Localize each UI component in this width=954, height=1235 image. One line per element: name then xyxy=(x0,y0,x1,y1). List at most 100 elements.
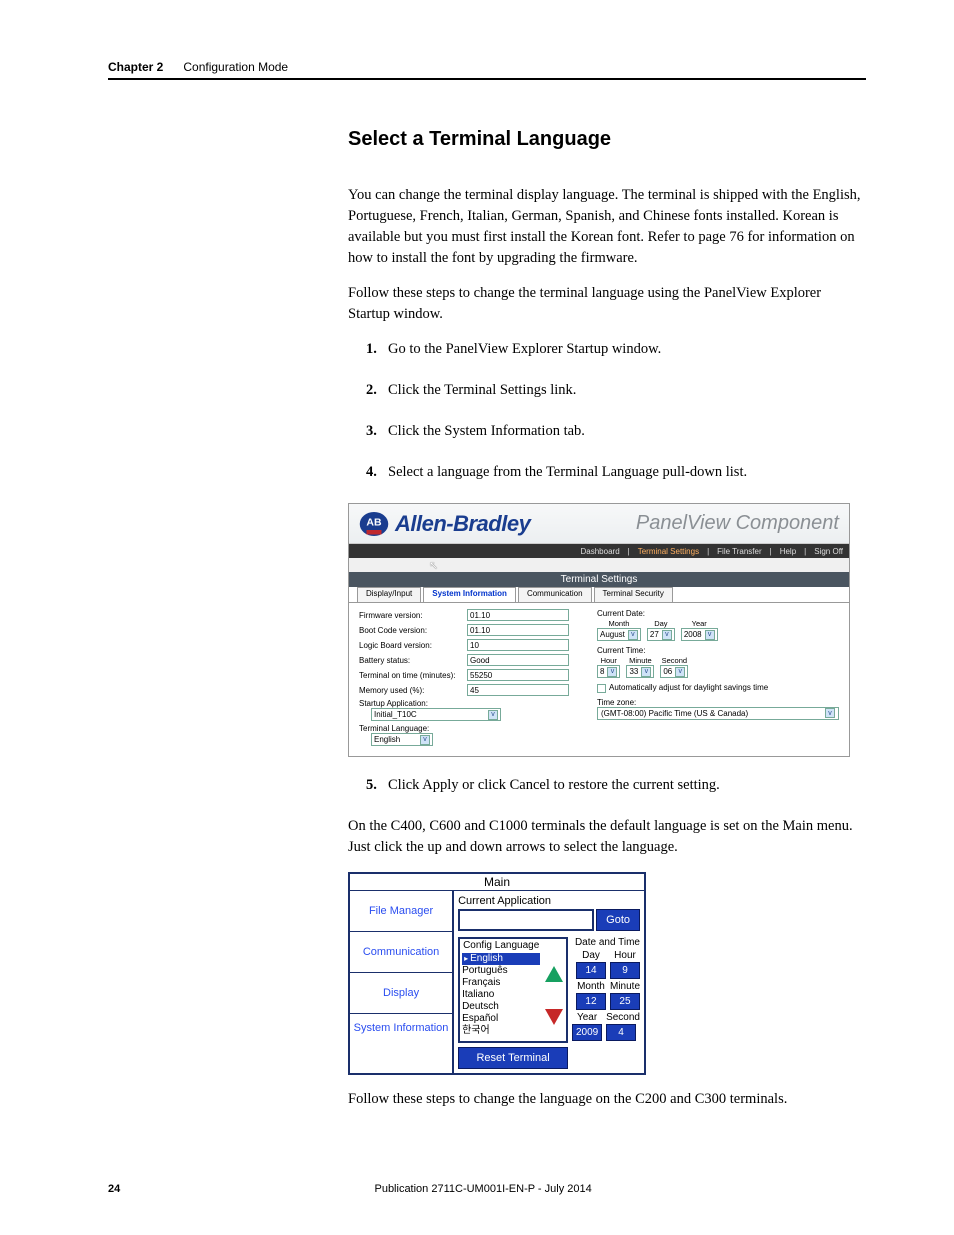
lang-list[interactable]: ▸English Português Français Italiano Deu… xyxy=(460,952,542,1038)
logic-value: 10 xyxy=(467,639,569,651)
tab-display-input[interactable]: Display/Input xyxy=(357,587,421,602)
pv-title: Main xyxy=(350,874,644,891)
battery-value: Good xyxy=(467,654,569,666)
triangle-down-icon xyxy=(545,1009,563,1025)
nav-sign-off[interactable]: Sign Off xyxy=(814,547,843,556)
minute-label: Minute xyxy=(626,656,654,665)
goto-button[interactable]: Goto xyxy=(596,909,640,931)
minute-select[interactable]: 33v xyxy=(626,665,654,678)
nav-dashboard[interactable]: Dashboard xyxy=(581,547,620,556)
ab-page-title: Terminal Settings xyxy=(349,572,849,587)
section-heading: Select a Terminal Language xyxy=(348,128,866,151)
lang-item: Español xyxy=(462,1013,540,1025)
startup-select[interactable]: Initial_T10C v xyxy=(371,708,501,721)
reset-row: Reset Terminal xyxy=(458,1047,640,1069)
tab-system-information[interactable]: System Information xyxy=(423,587,516,602)
page: Chapter 2 Configuration Mode Select a Te… xyxy=(0,0,954,1235)
ontime-label: Terminal on time (minutes): xyxy=(359,671,467,680)
step-text: Go to the PanelView Explorer Startup win… xyxy=(388,339,866,360)
sidebar-display[interactable]: Display xyxy=(350,973,452,1014)
nav-help[interactable]: Help xyxy=(780,547,796,556)
ab-right-column: Current Date: MonthAugustv Day27v Year20… xyxy=(597,609,839,746)
step-text: Click Apply or click Cancel to restore t… xyxy=(388,775,866,796)
dt-year-value[interactable]: 2009 xyxy=(572,1024,602,1041)
minute-value: 33 xyxy=(629,667,638,676)
reset-terminal-button[interactable]: Reset Terminal xyxy=(458,1047,568,1069)
nav-divider: | xyxy=(770,547,772,556)
step-num: 5. xyxy=(366,775,388,796)
step: 1.Go to the PanelView Explorer Startup w… xyxy=(366,339,866,360)
hour-label: Hour xyxy=(597,656,620,665)
triangle-up-icon xyxy=(545,966,563,982)
pv-lower: Config Language ▸English Português Franç… xyxy=(458,937,640,1043)
current-app-input[interactable] xyxy=(458,909,594,931)
sidebar-file-manager[interactable]: File Manager xyxy=(350,891,452,932)
dt-minute-value[interactable]: 25 xyxy=(610,993,640,1010)
chevron-down-icon: v xyxy=(705,630,715,640)
hour-select[interactable]: 8v xyxy=(597,665,620,678)
section-label: Configuration Mode xyxy=(183,60,288,74)
dt-month-value[interactable]: 12 xyxy=(576,993,606,1010)
startup-label: Startup Application: xyxy=(359,699,569,708)
page-footer: 24 Publication 2711C-UM001I-EN-P - July … xyxy=(108,1183,866,1195)
date-time-title: Date and Time xyxy=(572,937,640,948)
timezone-group: Time zone: (GMT-08:00) Pacific Time (US … xyxy=(597,698,839,720)
dt-minute-label: Minute xyxy=(610,981,640,992)
chevron-down-icon: v xyxy=(420,735,430,745)
paragraph: Follow these steps to change the languag… xyxy=(348,1089,866,1110)
current-app-row: Goto xyxy=(458,909,640,931)
lang-item: Italiano xyxy=(462,989,540,1001)
terminal-lang-label: Terminal Language: xyxy=(359,724,569,733)
tab-communication[interactable]: Communication xyxy=(518,587,592,602)
dt-hour-label: Hour xyxy=(610,950,640,961)
year-select[interactable]: 2008v xyxy=(681,628,718,641)
svg-text:AB: AB xyxy=(366,516,382,528)
boot-label: Boot Code version: xyxy=(359,626,467,635)
step-num: 1. xyxy=(366,339,388,360)
second-select[interactable]: 06v xyxy=(660,665,688,678)
dst-checkbox[interactable] xyxy=(597,684,606,693)
lang-down-button[interactable] xyxy=(542,995,566,1038)
cursor-icon: ↖ xyxy=(429,559,438,572)
month-select[interactable]: Augustv xyxy=(597,628,641,641)
ab-banner-left: AB Allen-Bradley xyxy=(359,509,530,539)
nav-file-transfer[interactable]: File Transfer xyxy=(717,547,761,556)
ab-brand: Allen-Bradley xyxy=(395,511,530,537)
day-value: 27 xyxy=(650,630,659,639)
timezone-select[interactable]: (GMT-08:00) Pacific Time (US & Canada) v xyxy=(597,707,839,720)
battery-label: Battery status: xyxy=(359,656,467,665)
boot-value: 01.10 xyxy=(467,624,569,636)
startup-value: Initial_T10C xyxy=(374,710,417,719)
ab-product: PanelView Component xyxy=(636,512,839,535)
dt-day-label: Day xyxy=(576,950,606,961)
memory-value: 45 xyxy=(467,684,569,696)
ab-tabs: Display/Input System Information Communi… xyxy=(349,587,849,603)
chevron-down-icon: v xyxy=(607,667,617,677)
step: 2.Click the Terminal Settings link. xyxy=(366,380,866,401)
current-time-group: Current Time: Hour8v Minute33v Second06v xyxy=(597,646,839,678)
config-language-panel: Config Language ▸English Português Franç… xyxy=(458,937,568,1043)
chevron-down-icon: v xyxy=(488,710,498,720)
nav-terminal-settings[interactable]: Terminal Settings xyxy=(638,547,699,556)
chevron-down-icon: v xyxy=(675,667,685,677)
day-select[interactable]: 27v xyxy=(647,628,675,641)
paragraph: Follow these steps to change the termina… xyxy=(348,283,866,325)
lang-item: Français xyxy=(462,977,540,989)
steps-list: 1.Go to the PanelView Explorer Startup w… xyxy=(366,339,866,483)
terminal-lang-group: Terminal Language: English v xyxy=(359,724,569,746)
dt-hour-value[interactable]: 9 xyxy=(610,962,640,979)
sidebar-communication[interactable]: Communication xyxy=(350,932,452,973)
chevron-down-icon: v xyxy=(628,630,638,640)
terminal-lang-select[interactable]: English v xyxy=(371,733,433,746)
sidebar-system-information[interactable]: System Information xyxy=(350,1014,452,1042)
dt-second-value[interactable]: 4 xyxy=(606,1024,636,1041)
lang-item: Português xyxy=(462,965,540,977)
panelview-main-screenshot: Main File Manager Communication Display … xyxy=(348,872,646,1075)
lang-up-button[interactable] xyxy=(542,952,566,995)
nav-divider: | xyxy=(804,547,806,556)
dt-day-value[interactable]: 14 xyxy=(576,962,606,979)
ab-logo-icon: AB xyxy=(359,509,389,539)
step-text: Click the Terminal Settings link. xyxy=(388,380,866,401)
pv-body: File Manager Communication Display Syste… xyxy=(350,891,644,1073)
tab-terminal-security[interactable]: Terminal Security xyxy=(594,587,673,602)
